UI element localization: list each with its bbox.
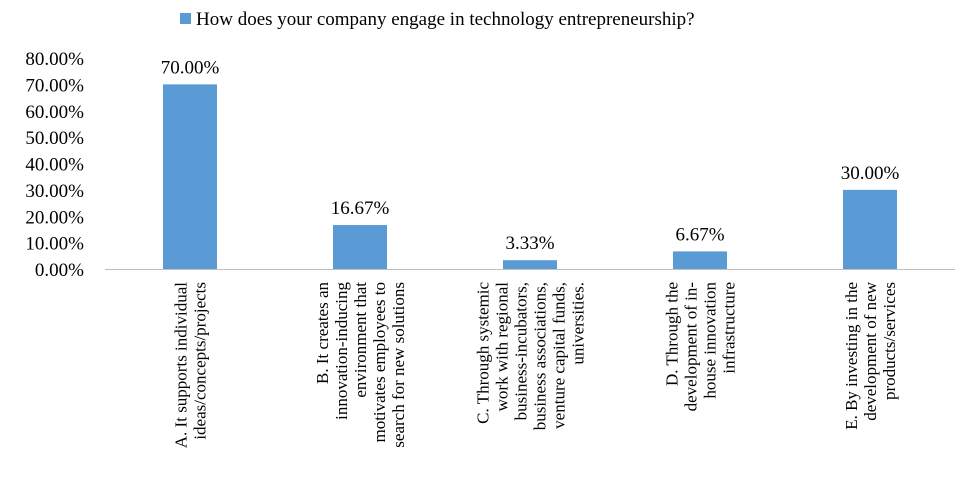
data-labels: 70.00% 16.67% 3.33% 6.67% 30.00% <box>161 57 900 254</box>
x-axis-labels: A. It supports individual ideas/concepts/… <box>172 281 900 448</box>
data-label: 3.33% <box>505 233 554 254</box>
x-tick-label-line: development of in- <box>682 282 701 412</box>
x-tick-label-line: B. It creates an <box>313 282 332 384</box>
x-tick-label-line: house innovation <box>701 282 720 399</box>
x-tick-label: C. Through systemic work with regional bus… <box>474 282 588 431</box>
y-tick-label: 40.00% <box>25 155 84 176</box>
x-tick-label-line: business-incubators, <box>512 282 531 420</box>
legend-swatch <box>180 13 191 24</box>
x-tick-label: E. By investing in the development of new… <box>842 281 899 430</box>
data-label: 16.67% <box>331 198 390 219</box>
x-tick-label: A. It supports individual ideas/concepts/… <box>172 282 210 448</box>
bar <box>843 189 897 269</box>
x-tick-label: D. Through the development of in-house in… <box>663 282 739 412</box>
x-tick-label-line: C. Through systemic <box>474 282 493 424</box>
x-tick-label-line: development of new <box>861 281 880 421</box>
data-label: 70.00% <box>161 57 220 78</box>
y-tick-label: 10.00% <box>25 234 84 255</box>
bar <box>503 260 557 269</box>
legend: How does your company engage in technolo… <box>180 9 695 30</box>
y-tick-label: 0.00% <box>35 260 84 281</box>
bar <box>673 251 727 269</box>
x-tick-label-line: E. By investing in the <box>842 282 861 430</box>
x-tick-label: B. It creates an innovation-inducing envir… <box>313 282 408 448</box>
x-tick-label-line: venture capital funds, <box>550 282 569 429</box>
data-label: 6.67% <box>675 224 724 245</box>
x-tick-label-line: A. It supports individual <box>172 282 191 448</box>
y-tick-label: 50.00% <box>25 128 84 149</box>
y-tick-label: 60.00% <box>25 102 84 123</box>
y-tick-label: 70.00% <box>25 75 84 96</box>
bar <box>163 84 217 269</box>
x-tick-label-line: universities. <box>569 282 588 365</box>
x-tick-label-line: search for new solutions <box>389 282 408 448</box>
x-tick-label-line: infrastructure <box>720 282 739 374</box>
x-tick-label-line: environment that <box>351 282 370 398</box>
y-tick-label: 80.00% <box>25 49 84 70</box>
x-tick-label-line: D. Through the <box>663 282 682 386</box>
y-tick-label: 30.00% <box>25 181 84 202</box>
bar <box>333 225 387 269</box>
data-label: 30.00% <box>841 163 900 184</box>
legend-label: How does your company engage in technolo… <box>196 9 695 30</box>
y-axis: 0.00% 10.00% 20.00% 30.00% 40.00% 50.00% 60.00… <box>25 49 84 281</box>
x-tick-label-line: business associations, <box>531 282 550 430</box>
x-tick-label-line: work with regional <box>493 282 512 412</box>
x-tick-label-line: innovation-inducing <box>332 282 351 420</box>
bars <box>163 84 897 269</box>
y-tick-label: 20.00% <box>25 207 84 228</box>
x-tick-label-line: products/services <box>880 282 899 400</box>
x-tick-label-line: motivates employees to <box>370 282 389 443</box>
x-tick-label-line: ideas/concepts/projects <box>191 282 210 440</box>
